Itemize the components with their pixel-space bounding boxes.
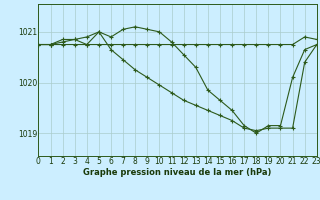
X-axis label: Graphe pression niveau de la mer (hPa): Graphe pression niveau de la mer (hPa) (84, 168, 272, 177)
